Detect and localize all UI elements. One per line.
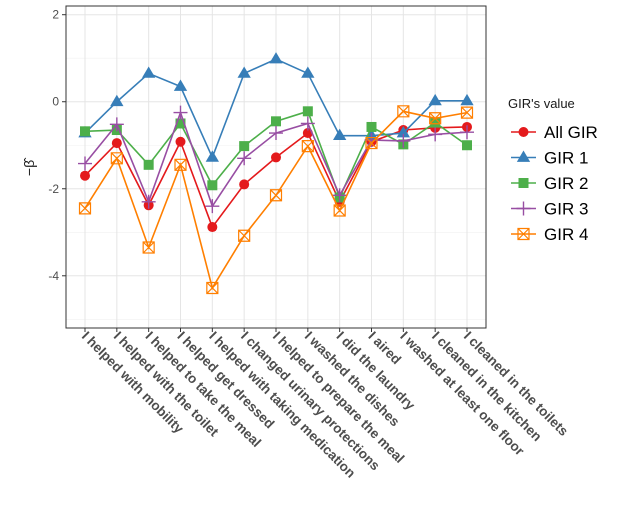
data-point-gir-3 <box>141 194 156 209</box>
data-point-gir-1 <box>460 93 474 106</box>
y-axis-label: −β̂ <box>21 157 37 176</box>
grid <box>66 6 486 328</box>
data-point-gir-2 <box>239 141 250 152</box>
legend-label-gir-1: GIR 1 <box>544 149 588 168</box>
data-point-gir-2 <box>462 140 472 151</box>
legend-label-gir-4: GIR 4 <box>544 225 588 244</box>
data-point-gir-4 <box>460 106 474 119</box>
data-point-gir-1 <box>205 150 219 162</box>
y-tick-label: -2 <box>48 182 59 196</box>
series <box>78 52 474 295</box>
y-axis: 2 0 -2 -4 <box>48 8 66 283</box>
legend-marker-gir-1 <box>516 150 531 162</box>
legend-item-gir-1: GIR 1 <box>511 149 588 168</box>
legend-marker-gir-4 <box>517 227 530 241</box>
data-point-gir-4 <box>110 152 123 165</box>
legend-item-all-gir: All GIR <box>511 123 598 142</box>
series-gir-3 <box>78 105 474 214</box>
legend-item-gir-2: GIR 2 <box>511 174 588 193</box>
y-tick-label: 2 <box>52 8 59 22</box>
data-point-gir-2 <box>302 106 313 117</box>
legend-item-gir-4: GIR 4 <box>511 225 588 244</box>
data-point-all-gir <box>207 222 218 233</box>
data-point-gir-1 <box>142 66 156 78</box>
data-point-gir-4 <box>174 158 187 171</box>
legend-title: GIR's value <box>508 96 575 111</box>
legend-label-all-gir: All GIR <box>544 123 598 142</box>
legend-marker-gir-2 <box>518 178 529 188</box>
data-point-gir-1 <box>110 94 124 107</box>
legend-marker-all-gir <box>518 127 529 137</box>
data-point-gir-3 <box>109 117 124 132</box>
data-point-all-gir <box>271 152 281 163</box>
data-point-gir-3 <box>78 156 92 171</box>
data-point-gir-3 <box>205 199 220 214</box>
data-point-gir-4 <box>78 202 92 215</box>
data-point-gir-3 <box>332 188 347 203</box>
data-point-gir-1 <box>301 66 315 78</box>
data-point-all-gir <box>175 136 186 147</box>
data-point-gir-2 <box>366 121 377 132</box>
data-point-all-gir <box>239 179 250 190</box>
y-tick-label: -4 <box>48 269 59 283</box>
data-point-all-gir <box>80 170 90 181</box>
data-point-gir-4 <box>301 140 314 153</box>
data-point-gir-2 <box>175 118 186 129</box>
series-gir-4 <box>78 105 474 295</box>
data-point-gir-4 <box>429 112 442 125</box>
x-tick-label: I washed at least one floor <box>397 329 527 459</box>
data-point-gir-2 <box>271 116 281 127</box>
data-point-gir-3 <box>428 127 443 142</box>
data-point-gir-3 <box>460 125 474 140</box>
data-point-gir-1 <box>428 93 442 106</box>
data-point-gir-1 <box>173 79 188 91</box>
data-point-all-gir <box>111 138 122 149</box>
legend: GIR's value All GIR GIR 1 GIR 2 GIR 3 GIR 4 <box>508 96 598 244</box>
y-tick-label: 0 <box>52 95 59 109</box>
legend-label-gir-3: GIR 3 <box>544 200 588 219</box>
legend-label-gir-2: GIR 2 <box>544 174 588 193</box>
legend-item-gir-3: GIR 3 <box>511 200 588 219</box>
data-point-gir-1 <box>333 128 347 141</box>
data-point-gir-1 <box>269 52 283 64</box>
data-point-gir-4 <box>238 229 251 242</box>
data-point-gir-3 <box>396 133 411 148</box>
data-point-gir-3 <box>237 151 252 166</box>
data-point-gir-2 <box>143 159 154 170</box>
data-point-gir-1 <box>237 66 251 78</box>
legend-marker-gir-3 <box>516 201 531 216</box>
data-point-gir-4 <box>333 204 346 217</box>
data-point-gir-2 <box>430 117 441 128</box>
data-point-gir-2 <box>207 180 218 191</box>
data-point-gir-3 <box>300 116 315 131</box>
data-point-gir-3 <box>269 126 283 141</box>
data-point-gir-4 <box>269 189 283 202</box>
data-point-gir-4 <box>365 136 378 150</box>
data-point-gir-1 <box>396 126 410 138</box>
data-point-gir-3 <box>173 105 188 120</box>
data-point-gir-4 <box>142 241 155 254</box>
data-point-gir-2 <box>80 126 90 137</box>
data-point-gir-4 <box>206 281 219 295</box>
data-point-gir-4 <box>397 105 410 118</box>
series-gir-1 <box>78 52 474 162</box>
